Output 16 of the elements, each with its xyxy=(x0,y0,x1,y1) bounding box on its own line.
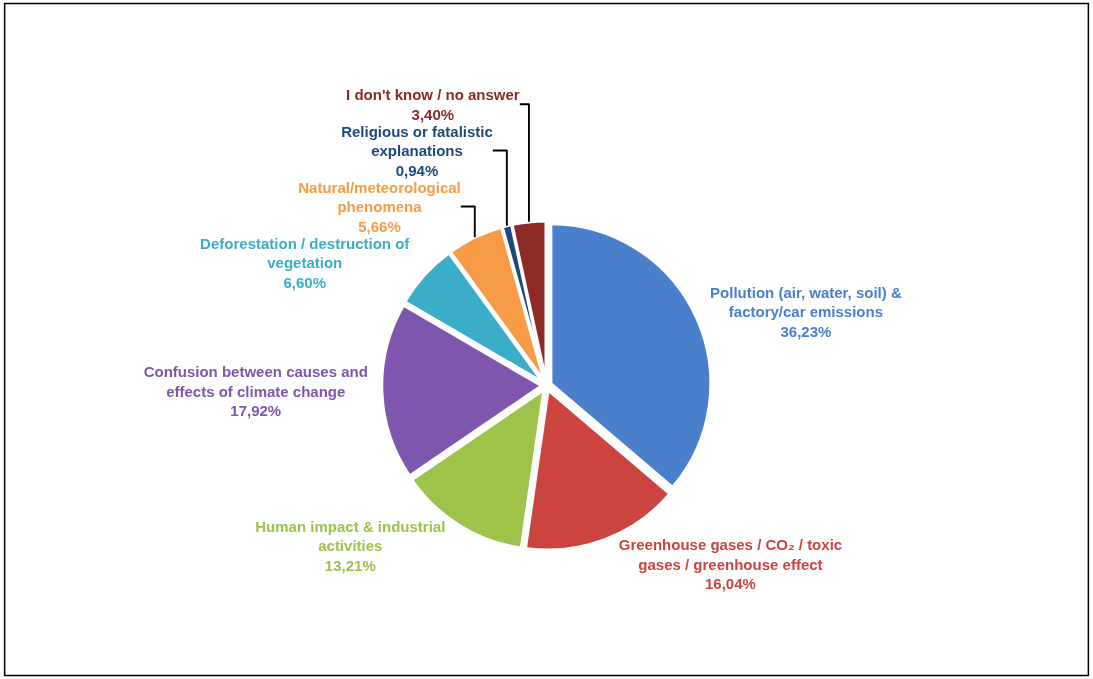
data-label: 16,04% xyxy=(705,575,756,593)
slice-label: I don't know / no answer xyxy=(346,86,520,104)
data-label: 3,40% xyxy=(411,105,455,123)
data-label: 5,66% xyxy=(358,217,401,235)
slice-label: Pollution (air, water, soil) & factory/car emissions xyxy=(710,283,902,321)
data-label: 0,94% xyxy=(395,161,439,179)
slice-label: Religious or fatalistic explanations xyxy=(341,122,493,160)
slice-label: Confusion between causes and effects of climate change xyxy=(143,363,368,400)
slice-label: Human impact & industrial activities xyxy=(255,517,446,555)
data-label: 6,60% xyxy=(283,273,326,291)
data-label: 36,23% xyxy=(780,322,832,340)
data-label: 13,21% xyxy=(324,556,376,574)
slice-label: Natural/meteorological phenomena xyxy=(298,178,461,216)
data-label: 17,92% xyxy=(230,402,282,420)
slice-label: Deforestation / destruction of vegetation xyxy=(200,234,411,272)
slice-label: Greenhouse gases / CO₂ / toxic gases / greenhouse effect xyxy=(618,536,843,573)
